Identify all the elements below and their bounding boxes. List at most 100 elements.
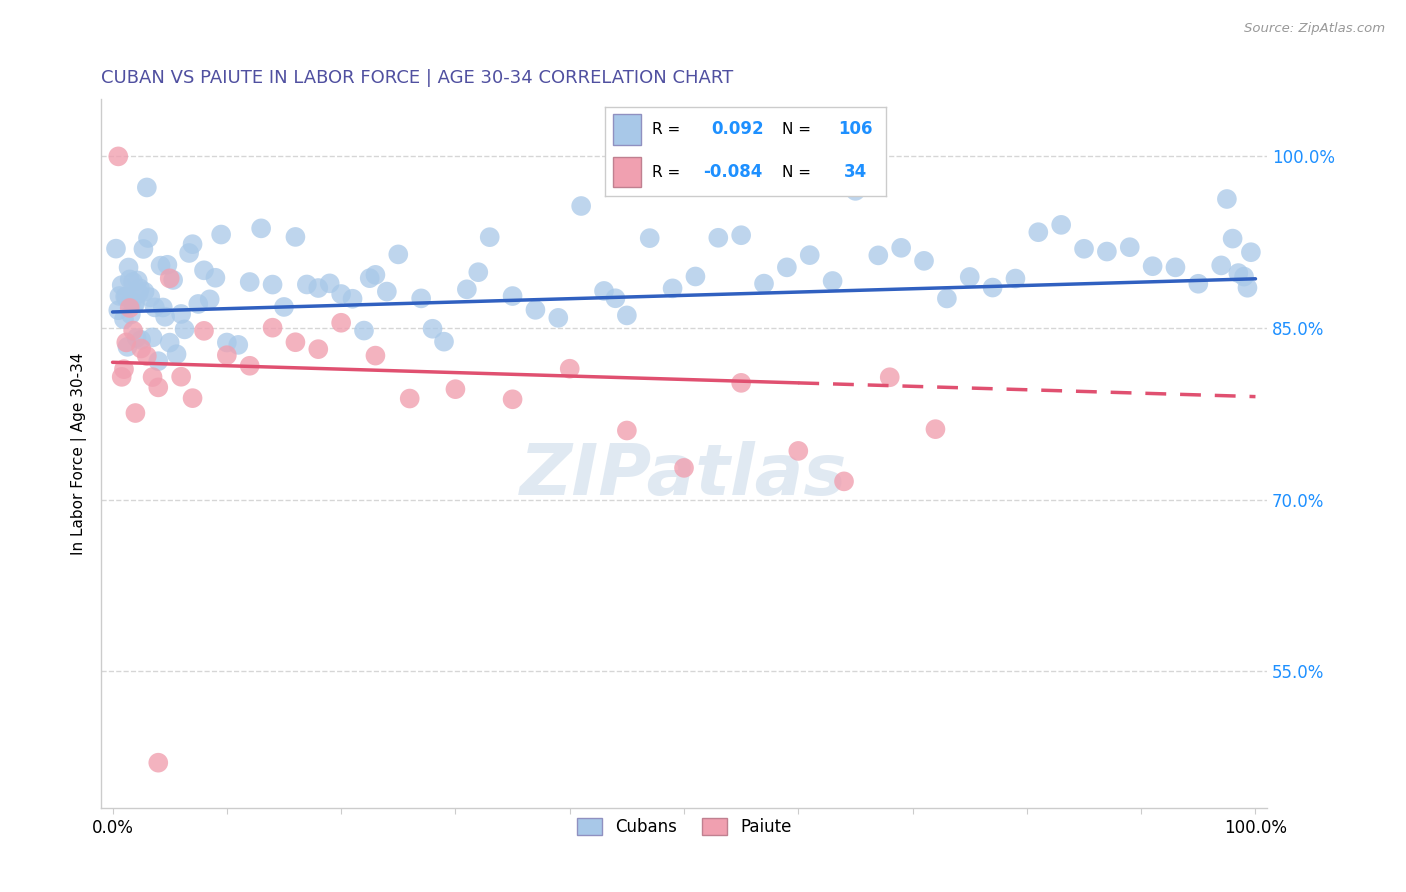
Point [159, 335, 181, 350]
Point [239, 359, 262, 373]
Point [262, 320, 284, 334]
Point [890, 241, 912, 255]
Point [112, 312, 135, 326]
Point [118, 301, 141, 315]
Point [152, 301, 174, 315]
Point [193, 324, 215, 338]
Point [139, 290, 162, 304]
Point [569, 199, 592, 213]
Point [787, 444, 810, 458]
Point [284, 230, 307, 244]
Point [616, 309, 638, 323]
Point [111, 369, 134, 384]
Point [143, 301, 166, 315]
Point [364, 349, 387, 363]
Point [319, 277, 342, 291]
Point [170, 369, 193, 384]
Text: -0.084: -0.084 [703, 163, 762, 181]
Point [1187, 277, 1209, 291]
Point [1240, 245, 1263, 260]
Point [129, 281, 152, 295]
Point [359, 271, 381, 285]
Point [375, 285, 398, 299]
Text: R =: R = [652, 165, 681, 179]
Point [844, 184, 866, 198]
Point [398, 392, 420, 406]
Point [776, 260, 799, 275]
Text: N =: N = [782, 165, 811, 179]
Point [1142, 259, 1164, 273]
Point [879, 370, 901, 384]
Point [478, 230, 501, 244]
Point [524, 302, 547, 317]
Point [215, 348, 238, 362]
Point [1236, 281, 1258, 295]
Point [981, 280, 1004, 294]
Point [959, 269, 981, 284]
Point [547, 310, 569, 325]
Text: 34: 34 [844, 163, 868, 181]
Text: R =: R = [652, 122, 681, 136]
Point [124, 296, 146, 310]
Point [284, 335, 307, 350]
Point [502, 392, 524, 407]
Point [118, 272, 141, 286]
Point [239, 275, 262, 289]
Point [832, 475, 855, 489]
Point [364, 268, 387, 282]
Point [127, 273, 149, 287]
Point [411, 291, 433, 305]
Point [149, 259, 172, 273]
Point [422, 322, 444, 336]
Point [685, 269, 707, 284]
Point [124, 406, 146, 420]
Point [821, 274, 844, 288]
Point [1026, 225, 1049, 239]
Point [128, 285, 150, 300]
Text: N =: N = [782, 122, 811, 136]
Point [198, 293, 221, 307]
Point [122, 324, 145, 338]
Point [307, 281, 329, 295]
Point [661, 281, 683, 295]
Point [605, 291, 627, 305]
Point [117, 340, 139, 354]
Point [181, 237, 204, 252]
Point [181, 391, 204, 405]
Point [250, 221, 273, 235]
Point [125, 331, 148, 345]
Point [502, 289, 524, 303]
Point [433, 334, 456, 349]
Point [1216, 192, 1239, 206]
Point [730, 228, 752, 243]
Point [132, 242, 155, 256]
Point [262, 277, 284, 292]
Point [672, 461, 695, 475]
Point [129, 333, 152, 347]
Point [104, 242, 127, 256]
Point [173, 322, 195, 336]
Point [330, 287, 353, 301]
Point [273, 300, 295, 314]
Text: ZIPatlas: ZIPatlas [520, 441, 848, 509]
Point [387, 247, 409, 261]
Point [162, 273, 184, 287]
Point [444, 382, 467, 396]
Point [107, 303, 129, 318]
Point [456, 282, 478, 296]
Point [215, 335, 238, 350]
Point [179, 246, 201, 260]
Point [1227, 266, 1250, 280]
Point [616, 424, 638, 438]
Point [136, 231, 159, 245]
Point [142, 330, 165, 344]
Point [209, 227, 232, 242]
Text: CUBAN VS PAIUTE IN LABOR FORCE | AGE 30-34 CORRELATION CHART: CUBAN VS PAIUTE IN LABOR FORCE | AGE 30-… [101, 69, 734, 87]
Point [135, 180, 157, 194]
Point [148, 380, 170, 394]
Point [108, 289, 131, 303]
Point [330, 316, 353, 330]
Point [467, 265, 489, 279]
Point [868, 248, 890, 262]
Text: Source: ZipAtlas.com: Source: ZipAtlas.com [1244, 22, 1385, 36]
